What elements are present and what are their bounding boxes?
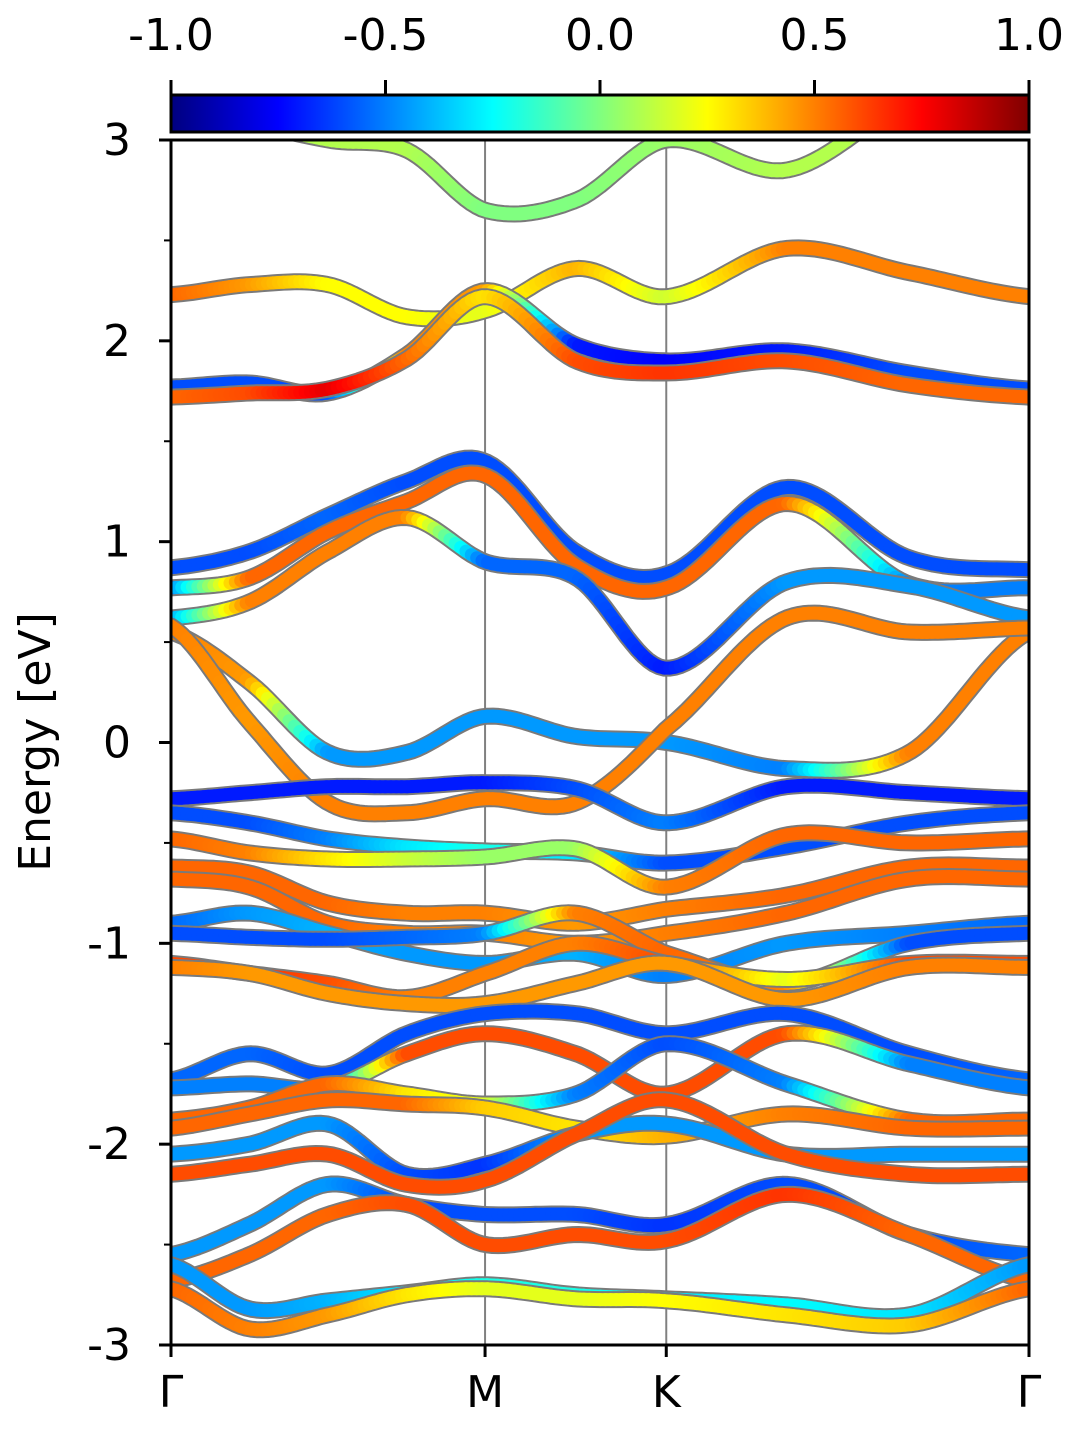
- y-tick-label: 2: [103, 316, 131, 367]
- band-segment: [970, 73, 975, 75]
- colorbar-gradient: [169, 93, 1031, 134]
- band: [171, 464, 1029, 600]
- k-point-label: Γ: [1017, 1367, 1042, 1418]
- band-segment: [933, 87, 938, 89]
- band: [171, 288, 1029, 406]
- k-point-label: K: [652, 1367, 682, 1418]
- band: [171, 1280, 1029, 1339]
- bands: [171, 62, 1029, 1339]
- band-segment: [943, 83, 948, 85]
- band-segment: [304, 140, 322, 145]
- band-segment: [192, 88, 197, 91]
- band: [171, 954, 1029, 1014]
- band-segment: [992, 67, 997, 69]
- band-segment: [1002, 64, 1007, 65]
- y-tick-label: -2: [87, 1119, 131, 1170]
- band-segment: [975, 72, 980, 74]
- colorbar-tick-label: -0.5: [343, 10, 429, 61]
- band-segment: [949, 81, 954, 83]
- band: [171, 1091, 1029, 1196]
- band-segment: [954, 79, 959, 81]
- k-point-label: Γ: [159, 1367, 184, 1418]
- band-segment: [300, 140, 316, 144]
- band: [171, 623, 1029, 779]
- band-segment: [187, 86, 192, 89]
- band-segment: [938, 85, 943, 87]
- y-tick-label: -1: [87, 918, 131, 969]
- colorbar: -1.0 -0.5 0.0 0.5 1.0: [128, 10, 1064, 134]
- y-axis: -3 -2 -1 0 1 2 3: [87, 115, 171, 1371]
- band: [171, 1256, 1029, 1326]
- band-segment: [176, 81, 181, 83]
- band-segment: [1013, 62, 1018, 63]
- band-segment: [981, 70, 986, 72]
- y-tick-label: 1: [103, 517, 131, 568]
- band-segment: [997, 65, 1002, 66]
- band: [171, 449, 1029, 586]
- colorbar-ticks: -1.0 -0.5 0.0 0.5 1.0: [128, 10, 1064, 95]
- band: [171, 1185, 1029, 1290]
- colorbar-tick-label: 1.0: [994, 10, 1064, 61]
- band: [171, 239, 1029, 328]
- band-segment: [1008, 63, 1013, 64]
- y-tick-label: 0: [103, 718, 131, 769]
- colorbar-tick-label: 0.5: [780, 10, 850, 61]
- band-outline: [171, 623, 1029, 779]
- band: [171, 1091, 1029, 1146]
- colorbar-tick-label: -1.0: [128, 10, 214, 61]
- band-segment: [296, 140, 310, 142]
- band-segment: [959, 77, 964, 79]
- colorbar-tick-label: 0.0: [565, 10, 635, 61]
- band-segment: [182, 83, 187, 85]
- k-point-label: M: [466, 1367, 504, 1418]
- band: [171, 509, 1029, 677]
- band-segment: [965, 75, 970, 77]
- band-segment: [927, 90, 932, 92]
- y-axis-label: Energy [eV]: [10, 612, 61, 872]
- y-tick-label: -3: [87, 1320, 131, 1371]
- band: [171, 774, 1029, 832]
- band: [171, 824, 1029, 896]
- band-segment: [986, 68, 991, 70]
- y-tick-label: 3: [103, 115, 131, 166]
